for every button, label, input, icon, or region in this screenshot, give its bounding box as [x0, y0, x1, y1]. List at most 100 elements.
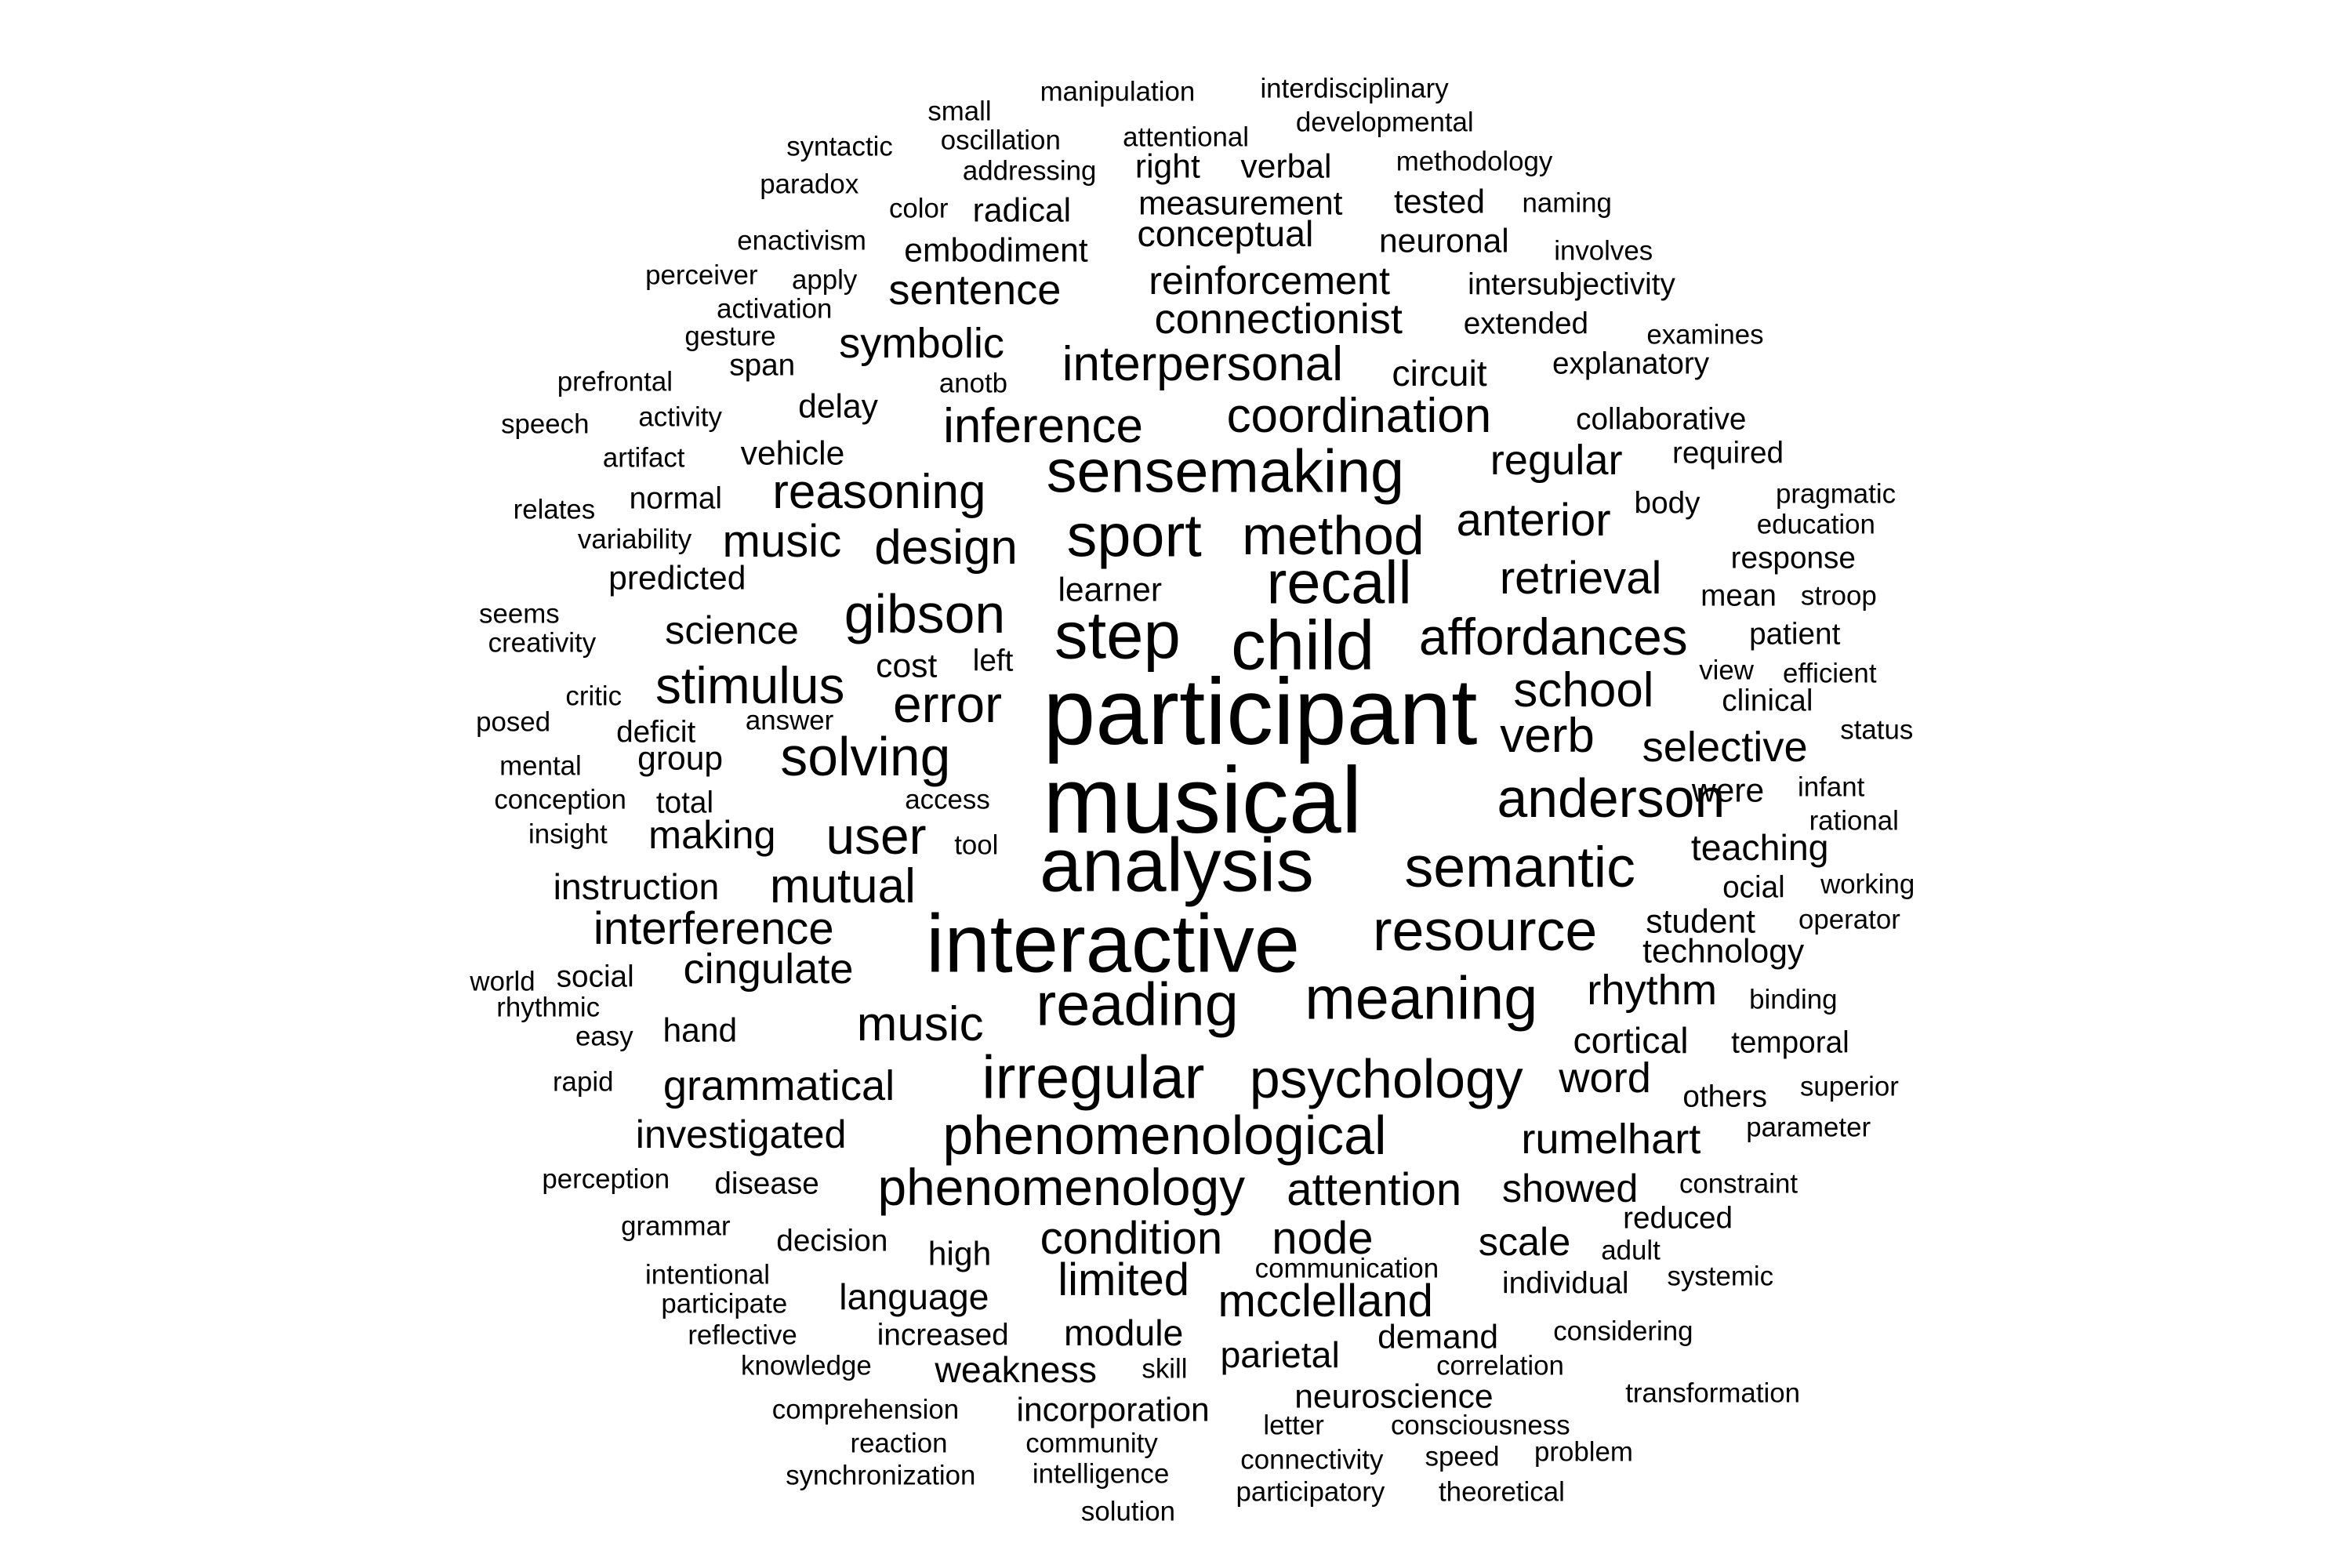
- word: word: [1559, 1054, 1651, 1102]
- word: speech: [501, 408, 590, 440]
- word: reasoning: [772, 464, 986, 519]
- word: oscillation: [940, 125, 1061, 156]
- word: increased: [877, 1318, 1009, 1352]
- word: patient: [1749, 617, 1841, 652]
- word: speed: [1425, 1441, 1500, 1472]
- word: were: [1691, 771, 1765, 810]
- word: method: [1242, 504, 1425, 566]
- word: binding: [1749, 984, 1838, 1015]
- word: rational: [1809, 805, 1899, 837]
- word: problem: [1534, 1437, 1633, 1468]
- word: normal: [629, 481, 723, 516]
- word: coordination: [1226, 388, 1492, 443]
- word: superior: [1799, 1071, 1899, 1102]
- word: module: [1063, 1312, 1184, 1354]
- word: intelligence: [1032, 1458, 1170, 1490]
- word: status: [1840, 714, 1914, 746]
- word: attention: [1287, 1164, 1462, 1216]
- word: limited: [1058, 1254, 1190, 1305]
- word: measurement: [1138, 184, 1343, 223]
- word: theoretical: [1439, 1476, 1565, 1508]
- word: musical: [1043, 747, 1363, 853]
- word: developmental: [1295, 107, 1474, 138]
- word: clinical: [1722, 684, 1813, 718]
- word: inference: [943, 399, 1143, 454]
- word: condition: [1040, 1213, 1223, 1265]
- word: creativity: [488, 627, 597, 659]
- word: solution: [1080, 1496, 1176, 1527]
- word: school: [1513, 663, 1654, 718]
- word: verb: [1500, 709, 1595, 764]
- word: mcclelland: [1218, 1275, 1433, 1327]
- word: small: [927, 96, 992, 127]
- word: reinforcement: [1149, 258, 1390, 303]
- word: cingulate: [683, 945, 854, 993]
- word: making: [648, 812, 776, 858]
- word: mutual: [769, 859, 916, 914]
- word: letter: [1263, 1410, 1324, 1441]
- word: world: [470, 966, 535, 997]
- word: artifact: [602, 442, 685, 474]
- word: communication: [1254, 1253, 1439, 1284]
- word: predicted: [608, 559, 746, 597]
- word: critic: [565, 681, 622, 712]
- word: psychology: [1249, 1048, 1523, 1110]
- word: insight: [528, 818, 608, 850]
- word: conceptual: [1137, 213, 1314, 255]
- word: span: [729, 348, 796, 383]
- word: sport: [1066, 501, 1202, 569]
- word: cortical: [1573, 1019, 1689, 1061]
- word: gibson: [844, 583, 1006, 645]
- word: reaction: [850, 1428, 948, 1459]
- word: activation: [717, 293, 833, 325]
- word: participate: [661, 1288, 788, 1319]
- word: error: [893, 674, 1003, 733]
- word: perceiver: [645, 260, 758, 292]
- word: recall: [1266, 548, 1412, 616]
- word: consciousness: [1390, 1410, 1570, 1441]
- word: affordances: [1418, 608, 1688, 666]
- word: explanatory: [1552, 347, 1710, 381]
- word: rapid: [552, 1066, 614, 1098]
- word: interactive: [926, 898, 1300, 990]
- word: reading: [1036, 971, 1239, 1039]
- word: rhythmic: [496, 992, 601, 1023]
- word: education: [1756, 509, 1875, 540]
- word: connectivity: [1240, 1444, 1384, 1475]
- word: naming: [1522, 187, 1612, 219]
- word: efficient: [1782, 658, 1877, 689]
- word: showed: [1501, 1166, 1639, 1211]
- word: synchronization: [786, 1460, 976, 1491]
- word: interpersonal: [1062, 336, 1344, 391]
- word: child: [1231, 605, 1375, 684]
- word: technology: [1642, 933, 1805, 971]
- word: collaborative: [1576, 403, 1747, 437]
- word: meaning: [1305, 964, 1538, 1033]
- word: incorporation: [1016, 1391, 1210, 1429]
- word: decision: [776, 1224, 888, 1258]
- word: language: [839, 1276, 989, 1317]
- word: investigated: [635, 1111, 847, 1156]
- word: temporal: [1731, 1025, 1849, 1060]
- word: operator: [1798, 904, 1900, 935]
- word: analysis: [1040, 822, 1314, 908]
- word: music: [856, 997, 984, 1052]
- word: node: [1272, 1213, 1374, 1265]
- word: transformation: [1625, 1377, 1801, 1409]
- word: stroop: [1800, 580, 1877, 612]
- word: ocial: [1722, 870, 1785, 905]
- word: selective: [1642, 723, 1808, 771]
- word: answer: [745, 705, 834, 736]
- word: community: [1025, 1428, 1158, 1459]
- word: syntactic: [786, 131, 893, 162]
- word: knowledge: [741, 1350, 872, 1381]
- word: body: [1634, 486, 1700, 521]
- word: posed: [476, 706, 551, 738]
- word: anotb: [938, 368, 1008, 399]
- word: relates: [513, 494, 596, 525]
- word: sensemaking: [1046, 437, 1405, 506]
- word: scale: [1478, 1219, 1571, 1265]
- word: total: [655, 786, 714, 820]
- word: grammatical: [662, 1062, 895, 1109]
- word: interference: [593, 903, 834, 955]
